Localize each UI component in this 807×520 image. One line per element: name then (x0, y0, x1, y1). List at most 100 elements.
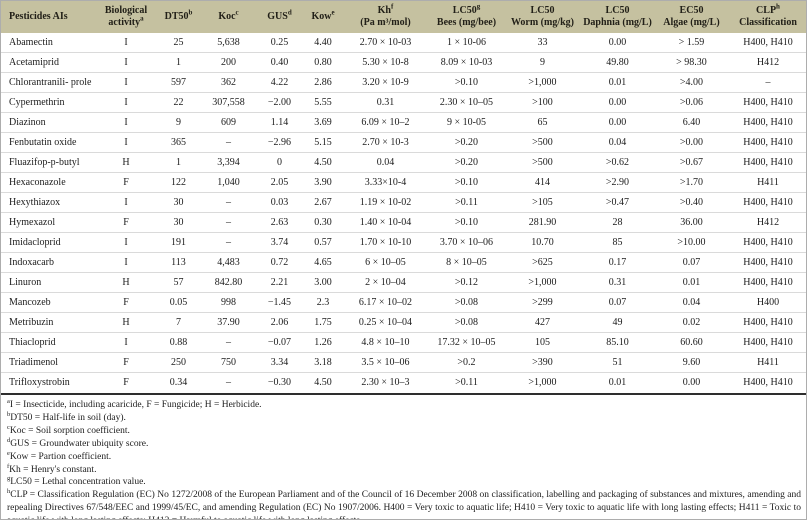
cell-ec50-algae: >0.67 (655, 152, 728, 173)
cell-kh: 0.25 × 10–04 (343, 312, 428, 333)
cell-ec50-algae: > 1.59 (655, 33, 728, 53)
cell-clp: H411 (728, 352, 806, 373)
cell-bio-activity: F (123, 377, 129, 388)
cell-koc: 5,638 (201, 33, 256, 53)
cell-lc50-bees: >0.2 (428, 352, 505, 373)
cell-bio-activity: I (96, 52, 156, 73)
column-header-kh: Khf (Pa m³/mol) (343, 1, 428, 33)
header-superscript: b (188, 8, 193, 17)
cell-ec50-algae: 9.60 (655, 352, 728, 373)
cell-gus: 2.21 (256, 272, 303, 293)
cell-clp: H400, H410 (728, 112, 806, 133)
cell-koc: 1,040 (201, 172, 256, 193)
cell-ec50-algae: 0.02 (655, 312, 728, 333)
table-row: Chlorantranili- prole I 597 362 4.22 2.86 3.20… (1, 72, 806, 93)
footnote-text: DT50 = Half-life in soil (day). (10, 412, 126, 423)
cell-lc50-worm: >390 (505, 352, 580, 373)
cell-lc50-bees: 1 × 10-06 (428, 33, 505, 53)
cell-ec50-algae: 0.07 (655, 252, 728, 273)
cell-lc50-daphnia: 0.00 (580, 112, 655, 133)
cell-dt50: 1 (156, 152, 201, 173)
cell-dt50: 113 (156, 252, 201, 273)
cell-kow: 2.3 (303, 292, 343, 313)
header-sublabel: Classification (739, 17, 797, 28)
cell-clp: H400, H410 (728, 232, 806, 253)
cell-pesticide: Metribuzin (1, 312, 96, 333)
cell-bio-activity: F (96, 172, 156, 193)
column-header-koc: Kocc (201, 1, 256, 33)
cell-koc: – (201, 332, 256, 353)
cell-lc50-daphnia: 0.04 (580, 132, 655, 153)
cell-dt50: 1 (156, 52, 201, 73)
cell-lc50-daphnia: >0.62 (580, 152, 655, 173)
header-sublabel: activity (108, 17, 141, 28)
cell-pesticide: Hexaconazole (1, 172, 96, 193)
cell-pesticide: Triadimenol (1, 352, 96, 373)
cell-gus: −0.07 (256, 332, 303, 353)
cell-lc50-bees: >0.20 (428, 152, 505, 173)
cell-clp: H412 (728, 52, 806, 73)
column-header-gus: GUSd (256, 1, 303, 33)
cell-dt50: 22 (156, 92, 201, 113)
cell-lc50-bees: >0.10 (428, 72, 505, 93)
cell-bio-activity: I (96, 72, 156, 93)
table-row: Indoxacarb I 113 4,483 0.72 4.65 6 × 10–05 8 × … (1, 252, 806, 273)
cell-lc50-daphnia: 51 (580, 352, 655, 373)
cell-gus: 0.25 (256, 33, 303, 53)
header-sublabel: Algae (mg/L) (663, 17, 720, 28)
cell-koc: 4,483 (201, 252, 256, 273)
header-label: LC50 (530, 5, 555, 16)
cell-pesticide: Chlorantranili- prole (1, 72, 96, 93)
cell-lc50-daphnia: 0.01 (580, 72, 655, 93)
cell-pesticide: Cypermethrin (1, 92, 96, 113)
cell-clp: H400, H410 (728, 332, 806, 353)
cell-lc50-bees: >0.11 (428, 192, 505, 213)
cell-kh: 1.19 × 10-02 (343, 192, 428, 213)
footnote-superscript: e (7, 449, 10, 457)
table-row: Metribuzin H 7 37.90 2.06 1.75 0.25 × 10–04 >0.… (1, 312, 806, 333)
cell-lc50-worm: 65 (505, 112, 580, 133)
cell-ec50-algae: >4.00 (655, 72, 728, 93)
cell-ec50-algae: 0.04 (655, 292, 728, 313)
cell-clp: H400, H410 (728, 152, 806, 173)
cell-kow: 0.57 (303, 232, 343, 253)
cell-lc50-bees: >0.08 (428, 312, 505, 333)
cell-dt50: 0.05 (156, 292, 201, 313)
cell-koc: 842.80 (201, 272, 256, 293)
table-row: Trifloxystrobin F 0.34 – −0.30 4.50 2.30 × 10–… (1, 373, 806, 393)
cell-kow: 3.90 (303, 172, 343, 193)
cell-dt50: 30 (156, 212, 201, 233)
cell-lc50-daphnia: 0.00 (580, 33, 655, 53)
cell-bio-activity: H (96, 272, 156, 293)
pesticides-table: Pesticides AIs Biological activitya DT50b Ko… (1, 1, 806, 393)
cell-gus: −2.00 (256, 92, 303, 113)
cell-kow: 1.26 (303, 332, 343, 353)
table-row: Thiacloprid I 0.88– −0.07 1.26 4.8 × 10–10 17.… (1, 332, 806, 353)
cell-kow: 3.69 (303, 112, 343, 133)
cell-ec50-algae: 60.60 (655, 332, 728, 353)
cell-kow: 3.00 (303, 272, 343, 293)
cell-kow: 4.50 (314, 377, 332, 388)
footnote-superscript: a (7, 397, 10, 405)
table-row: Imidacloprid I 191–3.74 0.57 1.70 × 10-10 3.7… (1, 232, 806, 253)
header-label: LC50 (452, 5, 477, 16)
table-row: Hexythiazox I 30–0.03 2.67 1.19 × 10-02 >0.11… (1, 192, 806, 213)
cell-ec50-algae: >1.70 (655, 172, 728, 193)
header-label: DT50 (164, 11, 189, 22)
footnotes-section: aI = Insecticide, including acaricide, F… (1, 397, 806, 519)
header-label: GUS (267, 11, 288, 22)
footnote-superscript: b (7, 410, 11, 418)
cell-lc50-bees: 8 × 10–05 (428, 252, 505, 273)
cell-lc50-worm: 281.90 (505, 212, 580, 233)
cell-koc: 307,558 (201, 92, 256, 113)
header-sublabel: Bees (mg/bee) (436, 17, 497, 28)
cell-bio-activity: I (96, 92, 156, 113)
header-label: LC50 (605, 5, 630, 16)
footnote: dGUS = Groundwater ubiquity score. (7, 437, 801, 451)
table-row: Diazinon I 9 609 1.14 3.69 6.09 × 10–2 9 × 10-0… (1, 112, 806, 133)
cell-pesticide: Mancozeb (1, 292, 96, 313)
cell-lc50-bees: >0.08 (428, 292, 505, 313)
header-label: CLP (756, 5, 777, 16)
table-header: Pesticides AIs Biological activitya DT50b Ko… (1, 1, 806, 33)
header-superscript: f (391, 2, 394, 11)
